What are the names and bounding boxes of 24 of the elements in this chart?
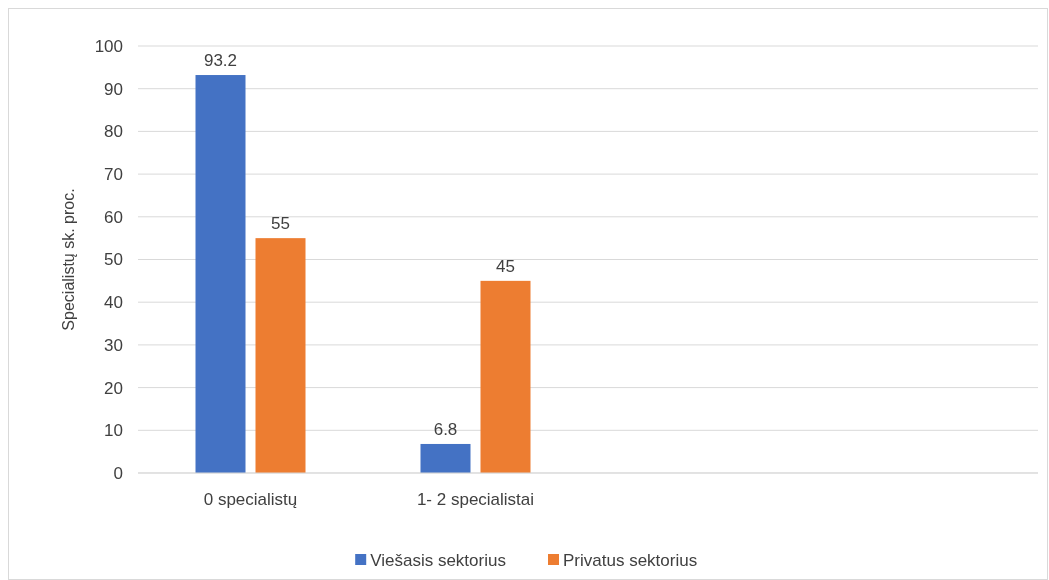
y-tick-label: 50 bbox=[104, 250, 123, 270]
data-label: 93.2 bbox=[203, 51, 238, 71]
bar bbox=[195, 75, 246, 473]
bar bbox=[480, 280, 531, 473]
legend-label: Privatus sektorius bbox=[563, 550, 698, 570]
y-tick-label: 100 bbox=[94, 36, 123, 56]
y-tick-label: 10 bbox=[104, 421, 123, 441]
y-tick-label: 60 bbox=[104, 207, 123, 227]
y-tick-label: 80 bbox=[104, 122, 123, 142]
y-tick-label: 0 bbox=[113, 463, 123, 483]
x-tick-label: 0 specialistų bbox=[203, 490, 298, 509]
data-label: 6.8 bbox=[433, 419, 458, 439]
x-tick-label: 1- 2 specialistai bbox=[416, 490, 535, 509]
bar bbox=[255, 238, 306, 473]
y-tick-label: 20 bbox=[104, 378, 123, 398]
legend-label: Viešasis sektorius bbox=[370, 550, 506, 570]
y-tick-label: 40 bbox=[104, 293, 123, 313]
data-label: 45 bbox=[496, 256, 515, 276]
y-tick-label: 30 bbox=[104, 335, 123, 355]
bar bbox=[420, 443, 471, 473]
data-label: 55 bbox=[271, 214, 290, 234]
y-tick-label: 70 bbox=[104, 165, 123, 185]
y-axis-title: Specialistų sk. proc. bbox=[60, 188, 77, 331]
y-tick-label: 90 bbox=[104, 79, 123, 99]
